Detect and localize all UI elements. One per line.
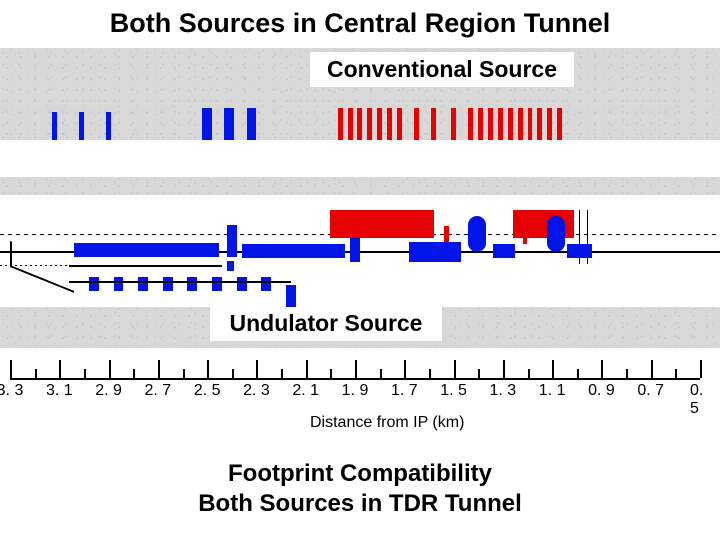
page-title: Both Sources in Central Region Tunnel: [0, 8, 720, 39]
beamline-element: [227, 261, 234, 271]
axis-tick-label: 1. 3: [490, 382, 517, 400]
beamline-element: [468, 108, 473, 140]
beamline-element: [478, 108, 483, 140]
beamline-element: [350, 238, 360, 262]
beamline-element: [528, 108, 533, 140]
beamline-element: [397, 108, 402, 140]
beamline-element: [114, 277, 124, 291]
beamline-element: [508, 108, 513, 140]
beamline-element: [488, 108, 493, 140]
axis-tick-label: 2. 1: [292, 382, 319, 400]
beamline-element: [377, 108, 382, 140]
axis-tick-label: 0. 5: [690, 382, 710, 418]
axis-tick-label: 2. 9: [95, 382, 122, 400]
beamline-element: [468, 216, 486, 252]
beamline-element: [498, 108, 503, 140]
axis-tick-label: 3. 1: [46, 382, 73, 400]
beamline-element: [493, 244, 515, 258]
beamline-element: [202, 108, 212, 140]
beamline-element: [387, 108, 392, 140]
beamline-element: [261, 277, 271, 291]
beamline-element: [138, 277, 148, 291]
beamline-element: [237, 277, 247, 291]
beamline-element: [69, 281, 291, 283]
beamline-element: [74, 243, 219, 257]
axis-label: Distance from IP (km): [310, 414, 464, 432]
beamline-element: [247, 108, 257, 140]
tunnel-band: [0, 177, 720, 195]
beamline-element: [367, 108, 372, 140]
undulator-source-label: Undulator Source: [210, 306, 442, 341]
axis-tick-label: 0. 7: [637, 382, 664, 400]
beamline-element: [357, 108, 362, 140]
axis-tick-label: 3. 3: [0, 382, 23, 400]
beamline-element: [567, 244, 592, 258]
beamline-element: [69, 265, 222, 267]
beamline-element: [338, 108, 343, 140]
axis-tick-label: 2. 7: [145, 382, 172, 400]
beamline-element: [547, 108, 552, 140]
beamline-element: [537, 108, 542, 140]
beamline-element: [187, 277, 197, 291]
beamline-element: [212, 277, 222, 291]
beamline-element: [451, 108, 456, 140]
beamline-element: [557, 108, 562, 140]
tunnel-diagram: Conventional Source Undulator Source: [0, 48, 720, 378]
axis-tick-label: 1. 9: [342, 382, 369, 400]
beamline-element: [242, 244, 346, 258]
axis-tick-label: 1. 7: [391, 382, 418, 400]
axis-tick-label: 1. 1: [539, 382, 566, 400]
beamline-element: [547, 216, 565, 252]
axis-tick-label: 2. 3: [243, 382, 270, 400]
beamline-element: [523, 226, 528, 244]
beamline-element: [224, 108, 234, 140]
beamline-element: [431, 108, 436, 140]
beamline-element: [330, 210, 434, 238]
beamline-element: [79, 112, 84, 140]
beamline-element: [89, 277, 99, 291]
axis-tick-label: 0. 9: [588, 382, 615, 400]
beamline-element: [52, 112, 57, 140]
beamline-element: [286, 285, 296, 307]
conventional-source-label: Conventional Source: [310, 52, 574, 87]
beamline-element: [348, 108, 353, 140]
beamline-element: [414, 108, 419, 140]
footer-line-2: Both Sources in TDR Tunnel: [0, 490, 720, 518]
beamline-element: [163, 277, 173, 291]
beamline-element: [409, 242, 461, 262]
beamline-element: [518, 108, 523, 140]
beamline-element: [227, 225, 237, 257]
axis-tick-label: 1. 5: [440, 382, 467, 400]
footer-line-1: Footprint Compatibility: [0, 460, 720, 488]
beamline-element: [106, 112, 111, 140]
axis-tick-label: 2. 5: [194, 382, 221, 400]
